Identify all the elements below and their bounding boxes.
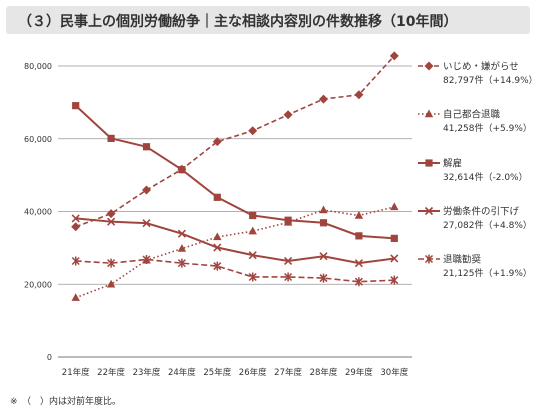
data-point <box>178 166 186 174</box>
data-point <box>390 254 399 263</box>
line-chart: 0 20,000 40,000 60,000 80,000 21年度 22年度 23年度 24年… <box>24 51 538 378</box>
legend-label: いじめ・嫌がらせ <box>443 61 519 73</box>
y-tick-label: 40,000 <box>24 208 52 217</box>
legend-label: 労働条件の引下げ <box>443 206 520 218</box>
legend-label: 退職勧奨 <box>443 254 482 266</box>
data-point <box>354 259 363 268</box>
data-point <box>284 256 293 266</box>
x-tick-label: 21年度 <box>62 367 90 378</box>
data-point <box>248 126 258 136</box>
x-tick-label: 26年度 <box>239 367 267 378</box>
chart-title: （３）民事上の個別労働紛争｜主な相談内容別の件数推移（10年間） <box>18 14 458 30</box>
data-point <box>354 277 363 287</box>
data-point <box>142 219 151 228</box>
series-line <box>75 217 395 265</box>
series-4 <box>71 214 399 268</box>
title-bar: （３）民事上の個別労働紛争｜主な相談内容別の件数推移（10年間） <box>6 6 530 34</box>
footnote: ※ （ ）内は対前年度比。 <box>10 397 122 407</box>
axis-layer: 0 20,000 40,000 60,000 80,000 21年度 22年度 23年度 24年… <box>24 62 409 378</box>
data-point <box>213 232 222 241</box>
data-point <box>142 143 151 151</box>
data-point <box>71 222 81 232</box>
data-point <box>212 137 222 147</box>
x-tick-label: 25年度 <box>203 367 231 378</box>
data-point <box>248 251 257 260</box>
data-point <box>177 229 186 238</box>
series-line <box>75 206 395 299</box>
data-point <box>319 205 328 214</box>
series-3 <box>72 102 398 242</box>
data-point <box>107 217 116 226</box>
legend-value: 41,258件（+5.9%） <box>443 122 532 134</box>
data-point <box>283 110 293 120</box>
data-point <box>72 102 80 110</box>
data-point <box>107 258 116 268</box>
data-point <box>354 90 364 100</box>
data-point <box>71 256 80 266</box>
data-point <box>389 51 399 61</box>
data-point <box>177 244 187 252</box>
series-line <box>75 258 395 283</box>
legend-marker <box>424 109 434 118</box>
series-line <box>75 55 395 228</box>
data-point <box>319 252 328 261</box>
data-point <box>355 232 363 240</box>
data-point <box>248 226 257 235</box>
data-point <box>106 209 116 219</box>
data-point <box>390 275 399 285</box>
data-point <box>142 185 151 195</box>
series-line <box>75 104 395 240</box>
data-point <box>213 243 222 252</box>
data-point <box>71 214 80 223</box>
series-layer <box>71 51 399 301</box>
data-point <box>319 273 328 283</box>
legend-value: 32,614件（-2.0%） <box>443 171 528 183</box>
x-tick-label: 28年度 <box>310 367 338 378</box>
legend-value: 21,125件（+1.9%） <box>443 267 532 279</box>
data-point <box>213 193 221 201</box>
series-5 <box>71 255 399 287</box>
data-point <box>284 272 293 282</box>
x-tick-label: 29年度 <box>345 367 373 378</box>
data-point <box>390 202 399 211</box>
grid-layer <box>58 65 412 358</box>
data-point <box>107 134 115 142</box>
legend-marker <box>424 254 434 264</box>
data-point <box>319 219 328 227</box>
legend-marker <box>425 159 433 167</box>
data-point <box>213 261 222 271</box>
y-tick-label: 0 <box>47 353 52 362</box>
legend-marker <box>424 61 434 71</box>
data-point <box>177 258 186 268</box>
legend-label: 自己都合退職 <box>443 109 501 121</box>
data-point <box>319 94 328 104</box>
data-point <box>354 211 364 219</box>
x-tick-label: 24年度 <box>168 367 196 378</box>
data-point <box>390 234 398 242</box>
legend-label: 解雇 <box>443 158 462 170</box>
legend-marker <box>424 206 434 216</box>
y-tick-label: 60,000 <box>24 135 52 144</box>
x-tick-label: 23年度 <box>133 367 161 378</box>
x-tick-label: 30年度 <box>380 367 408 378</box>
data-point <box>249 211 257 220</box>
y-tick-label: 20,000 <box>24 280 52 289</box>
data-point <box>106 279 116 288</box>
legend-value: 82,797件（+14.9%） <box>443 74 538 86</box>
data-point <box>248 272 257 282</box>
x-tick-label: 27年度 <box>274 367 302 378</box>
data-point <box>142 255 151 265</box>
legend-value: 27,082件（+4.8%） <box>443 219 532 231</box>
data-point <box>71 293 80 301</box>
data-point <box>284 216 292 224</box>
y-tick-label: 80,000 <box>24 62 52 71</box>
x-tick-label: 22年度 <box>97 367 125 378</box>
